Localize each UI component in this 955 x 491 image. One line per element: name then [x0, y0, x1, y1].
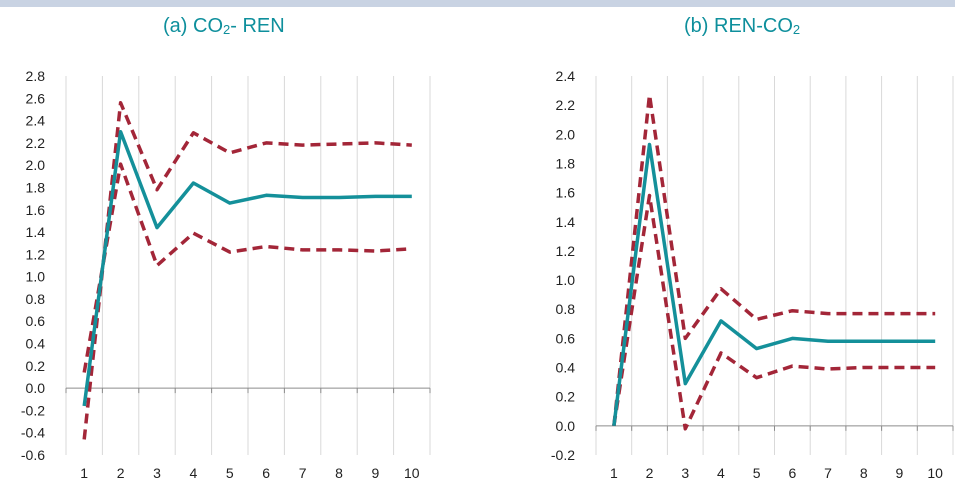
chart-a-y-tick-label: 0.6: [26, 313, 46, 329]
chart-a-y-tick-label: 2.2: [26, 135, 46, 151]
chart-a-x-tick-label: 6: [262, 465, 270, 481]
chart-a-title-subscript: 2: [223, 22, 231, 37]
chart-b-y-tick-label: 1.0: [556, 272, 576, 288]
chart-b-x-tick-label: 9: [896, 465, 904, 481]
chart-a-x-tick-label: 7: [299, 465, 307, 481]
chart-b-y-tick-label: 0.6: [556, 330, 576, 346]
chart-b-y-tick-label: 0.2: [556, 389, 576, 405]
chart-b-response-line: [612, 142, 936, 427]
chart-b-y-tick-label: 0.8: [556, 301, 576, 317]
chart-a-y-tick-label: 0.8: [26, 291, 46, 307]
chart-a-title-rest: - REN: [230, 15, 285, 37]
chart-b-x-tick-label: 6: [788, 465, 796, 481]
chart-a-y-tick-label: -0.2: [21, 402, 45, 418]
chart-b-y-tick-label: -0.2: [551, 447, 575, 463]
chart-a-y-tick-label: 1.8: [26, 179, 46, 195]
chart-a-y-tick-label: 2.6: [26, 90, 46, 106]
chart-a-x-tick-label: 8: [335, 465, 343, 481]
chart-a-y-tick-label: 0.0: [26, 380, 46, 396]
chart-b-x-tick-label: 1: [610, 465, 618, 481]
chart-b-x-tick-label: 7: [824, 465, 832, 481]
top-divider-bar: [0, 0, 955, 7]
chart-b-x-tick-label: 4: [717, 465, 725, 481]
chart-b-plot: 2.4 2.2 2.0 1.8 1.6 1.4 1.2 1.0 0.8 0.6 0.4 0.2 0.0 -…: [551, 68, 954, 481]
chart-b-title-main: (b) REN-CO: [684, 15, 793, 37]
chart-b-x-tick-label: 8: [860, 465, 868, 481]
chart-a-x-tick-label: 5: [226, 465, 234, 481]
chart-a-title: (a) CO2- REN: [163, 15, 285, 38]
chart-a-y-tick-label: 1.2: [26, 246, 46, 262]
chart-b-y-tick-label: 1.6: [556, 185, 576, 201]
chart-a-title-main: (a) CO: [163, 15, 223, 37]
chart-a-y-tick-label: 0.2: [26, 358, 46, 374]
chart-a-y-tick-label: 1.6: [26, 202, 46, 218]
chart-b-title-subscript: 2: [792, 22, 801, 37]
chart-a-y-tick-label: 2.0: [26, 157, 46, 173]
chart-a-confidence-band-line: [82, 101, 412, 440]
chart-a-x-tick-label: 2: [117, 465, 125, 481]
chart-a-y-tick-label: -0.6: [21, 447, 45, 463]
chart-a-x-tick-label: 10: [404, 465, 420, 481]
chart-b-x-tick-label: 2: [646, 465, 654, 481]
chart-b-confidence-band-line: [612, 193, 936, 431]
chart-b-y-tick-label: 1.4: [556, 214, 576, 230]
chart-b-y-tick-label: 0.0: [556, 418, 576, 434]
chart-a-y-tick-label: 2.8: [26, 68, 46, 84]
chart-a-confidence-band-line: [82, 162, 412, 373]
chart-b-x-tick-label: 5: [753, 465, 761, 481]
chart-a-y-tick-label: 2.4: [26, 113, 46, 129]
chart-b-confidence-band-line: [612, 93, 936, 426]
chart-b-title: (b) REN-CO2: [684, 15, 800, 38]
chart-b-y-tick-label: 0.4: [556, 360, 576, 376]
chart-b-y-tick-label: 2.2: [556, 97, 576, 113]
chart-a-x-tick-label: 4: [190, 465, 198, 481]
chart-a-plot: 2.8 2.6 2.4 2.2 2.0 1.8 1.6 1.4 1.2 1.0 0.8 0.6 0.4 0…: [21, 68, 431, 481]
chart-a-x-tick-label: 9: [372, 465, 380, 481]
chart-a-x-tick-label: 1: [80, 465, 88, 481]
chart-a-response-line: [82, 129, 412, 407]
chart-a-y-tick-label: 1.4: [26, 224, 46, 240]
chart-b-y-tick-label: 2.4: [556, 68, 576, 84]
chart-a-y-tick-label: 1.0: [26, 269, 46, 285]
chart-b-y-tick-label: 2.0: [556, 126, 576, 142]
chart-a-y-tick-label: 0.4: [26, 336, 46, 352]
chart-a-y-tick-label: -0.4: [21, 425, 45, 441]
chart-b-x-tick-label: 3: [681, 465, 689, 481]
chart-b-x-tick-label: 10: [927, 465, 943, 481]
chart-a-x-tick-label: 3: [153, 465, 161, 481]
chart-b-y-tick-label: 1.8: [556, 155, 576, 171]
chart-b-y-tick-label: 1.2: [556, 243, 576, 259]
